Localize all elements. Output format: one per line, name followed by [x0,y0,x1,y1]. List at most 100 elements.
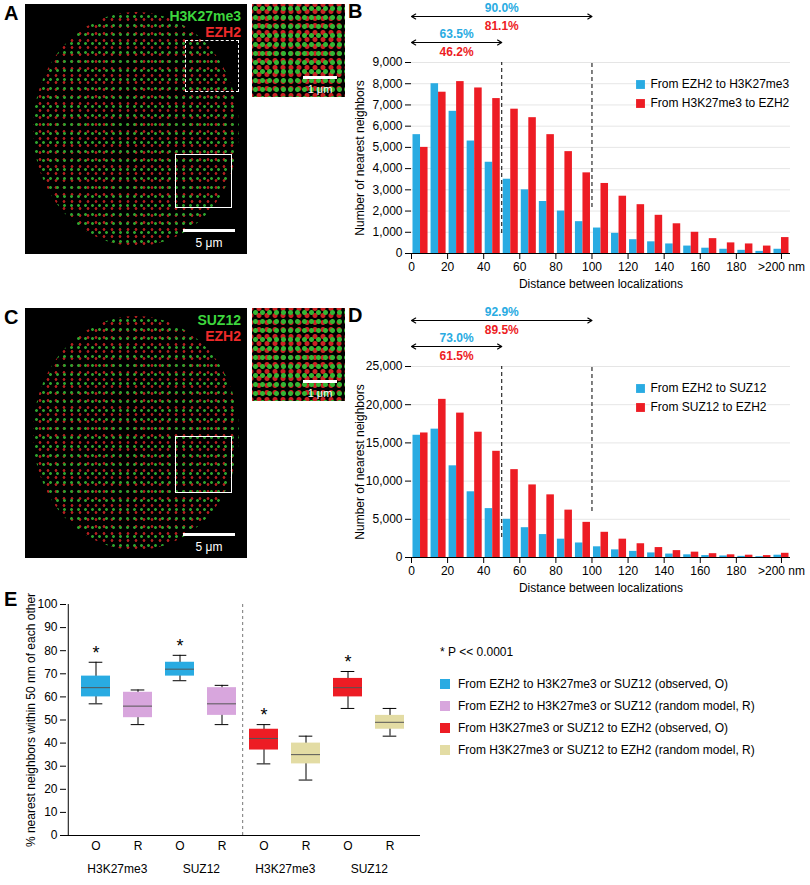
svg-text:*: * [176,636,183,656]
svg-text:90.0%: 90.0% [485,1,519,15]
svg-text:% nearest neighbors within 50: % nearest neighbors within 50 nm of each… [24,593,38,847]
svg-text:From EZH2 to SUZ12: From EZH2 to SUZ12 [651,381,767,395]
svg-text:15,000: 15,000 [366,436,403,450]
svg-text:160: 160 [690,260,710,274]
svg-text:40: 40 [44,736,58,750]
svg-text:O: O [343,839,352,853]
html-text:1 μm: 1 μm [307,83,333,95]
svg-text:20: 20 [44,782,58,796]
svg-text:80: 80 [549,564,563,578]
svg-text:40: 40 [477,260,491,274]
svg-text:From SUZ12 to EZH2: From SUZ12 to EZH2 [651,400,767,414]
svg-text:R: R [134,839,143,853]
html-text:* P << 0.0001: * P << 0.0001 [440,645,514,659]
svg-text:*: * [344,652,351,672]
svg-text:120: 120 [618,564,638,578]
svg-text:80: 80 [44,644,58,658]
svg-text:100: 100 [582,564,602,578]
html-text:From EZH2 to H3K27me3 or SUZ12: From EZH2 to H3K27me3 or SUZ12 (observed… [458,677,729,691]
svg-text:5,000: 5,000 [372,512,402,526]
svg-text:Distance between localizations: Distance between localizations [519,581,683,595]
svg-text:180: 180 [726,564,746,578]
svg-text:46.2%: 46.2% [440,45,474,59]
svg-text:50: 50 [44,713,58,727]
svg-text:60: 60 [44,690,58,704]
svg-text:92.9%: 92.9% [485,305,519,319]
svg-text:100: 100 [582,260,602,274]
svg-text:>200 nm: >200 nm [758,564,805,578]
svg-text:R: R [302,839,311,853]
html-text:From H3K27me3 or SUZ12 to EZH2: From H3K27me3 or SUZ12 to EZH2 (random m… [458,743,755,757]
svg-text:O: O [259,839,268,853]
svg-text:SUZ12: SUZ12 [183,862,221,876]
svg-text:0: 0 [396,246,403,260]
svg-text:From H3K27me3 to EZH2: From H3K27me3 to EZH2 [651,96,790,110]
html-text:D: D [348,304,363,326]
svg-text:63.5%: 63.5% [440,27,474,41]
svg-text:7,000: 7,000 [372,98,402,112]
svg-text:80: 80 [549,260,563,274]
svg-text:40: 40 [477,564,491,578]
html-text:EZH2: EZH2 [205,328,241,344]
svg-text:6,000: 6,000 [372,119,402,133]
svg-text:70: 70 [44,667,58,681]
svg-text:>200 nm: >200 nm [758,260,805,274]
svg-text:From EZH2 to H3K27me3: From EZH2 to H3K27me3 [651,77,790,91]
svg-text:1,000: 1,000 [372,225,402,239]
svg-text:60: 60 [513,260,527,274]
svg-text:100: 100 [37,597,57,611]
svg-text:O: O [91,839,100,853]
svg-text:73.0%: 73.0% [440,331,474,345]
svg-text:0: 0 [51,828,58,842]
svg-text:140: 140 [654,260,674,274]
svg-text:Number of nearest neighbors: Number of nearest neighbors [353,80,367,235]
svg-text:*: * [92,643,99,663]
svg-text:*: * [260,705,267,725]
svg-text:0: 0 [408,564,415,578]
html-text:A: A [4,2,19,24]
svg-text:20: 20 [441,260,455,274]
svg-text:2,000: 2,000 [372,204,402,218]
svg-text:90: 90 [44,620,58,634]
html-text:From EZH2 to H3K27me3 or SUZ12: From EZH2 to H3K27me3 or SUZ12 (random m… [458,699,755,713]
svg-text:5,000: 5,000 [372,140,402,154]
svg-text:8,000: 8,000 [372,77,402,91]
svg-text:120: 120 [618,260,638,274]
svg-text:SUZ12: SUZ12 [351,862,389,876]
svg-text:H3K27me3: H3K27me3 [255,862,315,876]
svg-text:H3K27me3: H3K27me3 [87,862,147,876]
svg-text:89.5%: 89.5% [485,323,519,337]
svg-text:160: 160 [690,564,710,578]
svg-text:61.5%: 61.5% [440,349,474,363]
svg-text:0: 0 [396,550,403,564]
html-text:5 μm: 5 μm [195,236,223,250]
svg-text:9,000: 9,000 [372,55,402,69]
svg-text:O: O [175,839,184,853]
svg-text:0: 0 [408,260,415,274]
svg-text:10,000: 10,000 [366,474,403,488]
html-text:EZH2: EZH2 [205,24,241,40]
html-text:H3K27me3: H3K27me3 [169,8,241,24]
html-text:E: E [4,588,18,610]
svg-text:20,000: 20,000 [366,398,403,412]
svg-text:81.1%: 81.1% [485,19,519,33]
svg-text:25,000: 25,000 [366,359,403,373]
svg-text:R: R [218,839,227,853]
svg-text:140: 140 [654,564,674,578]
svg-text:30: 30 [44,759,58,773]
html-text:SUZ12: SUZ12 [197,312,241,328]
svg-text:3,000: 3,000 [372,183,402,197]
svg-text:4,000: 4,000 [372,161,402,175]
svg-text:10: 10 [44,805,58,819]
html-text:B: B [348,0,363,22]
html-text:C: C [4,306,19,328]
html-text:From H3K27me3 or SUZ12 to EZH2: From H3K27me3 or SUZ12 to EZH2 (observed… [458,721,729,735]
svg-text:Number of nearest neighbors: Number of nearest neighbors [353,384,367,539]
svg-text:R: R [386,839,395,853]
svg-text:20: 20 [441,564,455,578]
html-text:1 μm: 1 μm [307,387,333,399]
html-text:5 μm: 5 μm [195,540,223,554]
svg-text:Distance between localizations: Distance between localizations [519,277,683,291]
svg-text:180: 180 [726,260,746,274]
svg-text:60: 60 [513,564,527,578]
